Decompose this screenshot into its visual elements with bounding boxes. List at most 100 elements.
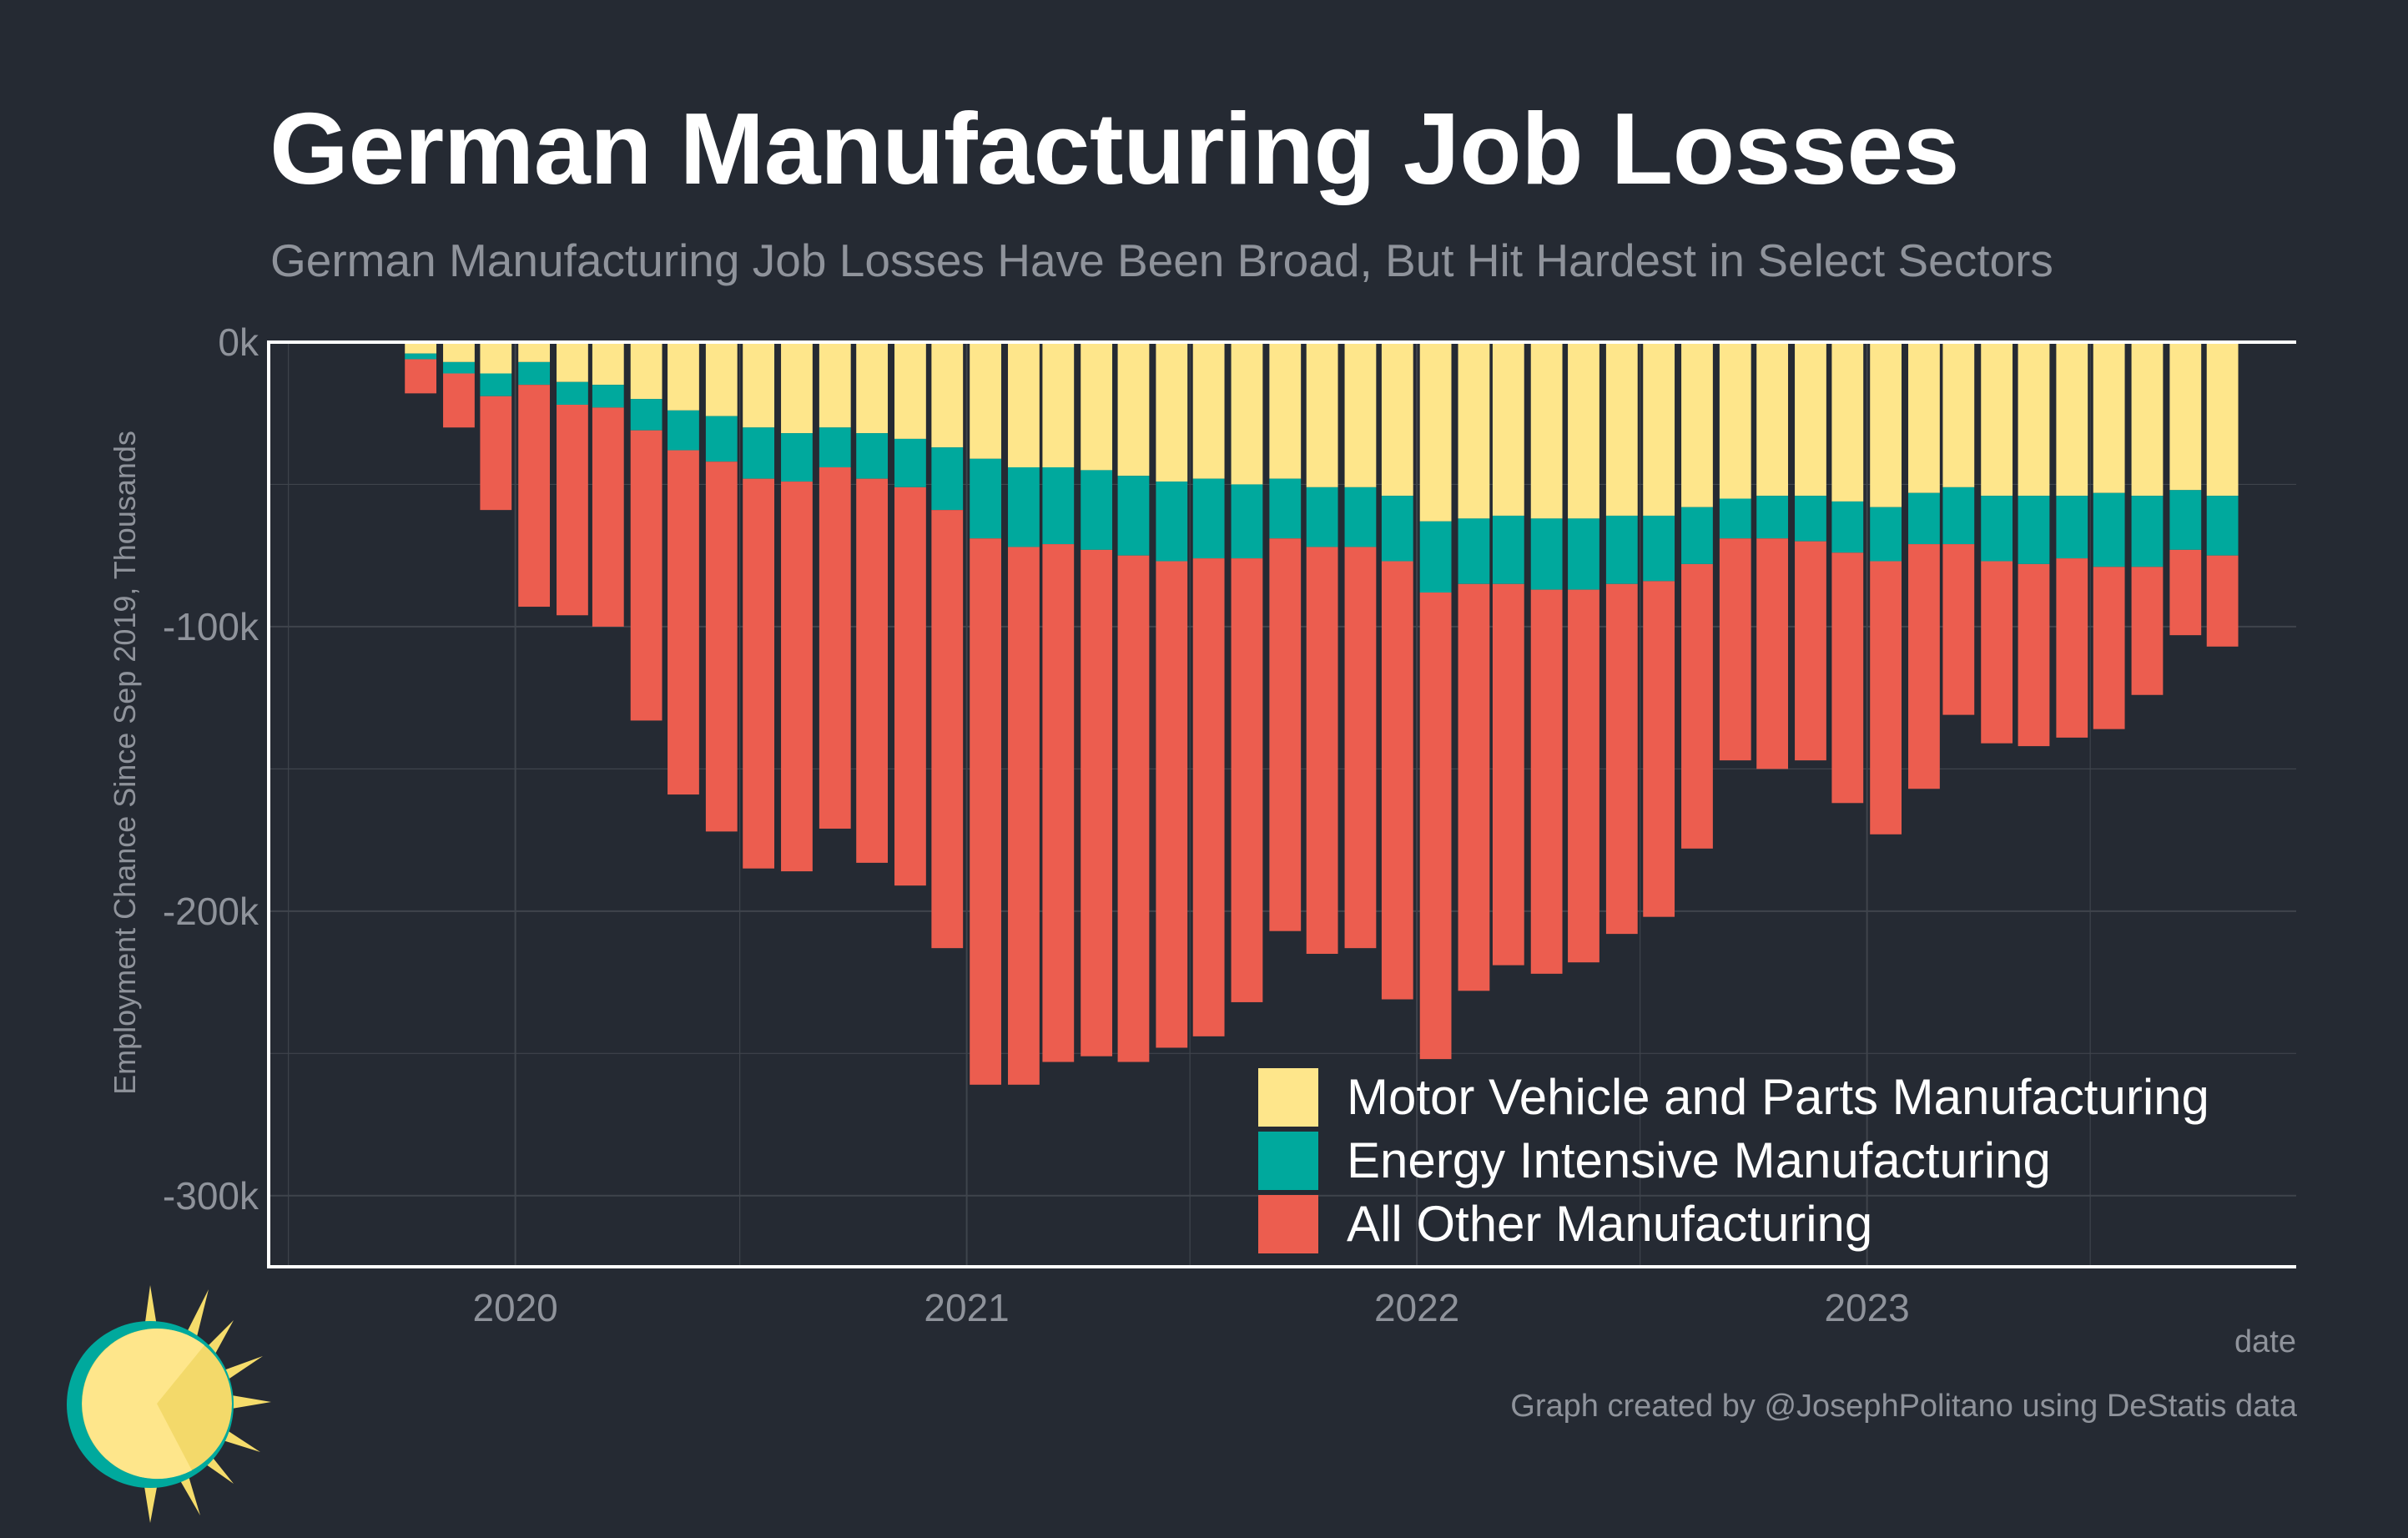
bar-segment xyxy=(667,450,699,795)
bar-segment xyxy=(1344,342,1377,487)
bar-segment xyxy=(1530,518,1563,590)
bar-segment xyxy=(856,433,889,479)
bar-segment xyxy=(970,538,1001,1085)
bar-segment xyxy=(1269,342,1302,479)
bar-segment xyxy=(1344,487,1377,547)
legend-label: All Other Manufacturing xyxy=(1347,1196,1872,1252)
bar-segment xyxy=(1568,518,1599,590)
bar-segment xyxy=(894,342,926,439)
bar-segment xyxy=(2206,555,2239,647)
bar-segment xyxy=(743,427,775,479)
bar-segment xyxy=(2169,490,2202,550)
bar-segment xyxy=(1419,521,1452,593)
bar-segment xyxy=(1719,498,1751,539)
bar-segment xyxy=(1081,549,1113,1056)
bar-segment xyxy=(1795,342,1826,497)
bar-segment xyxy=(705,342,738,416)
bar-segment xyxy=(1643,342,1675,516)
bar-segment xyxy=(1306,547,1338,954)
bar-segment xyxy=(819,342,851,428)
bar-segment xyxy=(1981,496,2013,562)
bar-segment xyxy=(1681,507,1713,564)
bar-segment xyxy=(518,361,551,386)
x-tick-label: 2020 xyxy=(472,1286,557,1329)
bar-segment xyxy=(2093,342,2125,493)
bar-segment xyxy=(743,342,775,428)
bar-segment xyxy=(1156,482,1188,562)
bar-segment xyxy=(1269,538,1302,931)
bar-segment xyxy=(1192,558,1225,1036)
y-axis-title: Employment Chance Since Sep 2019, Thousa… xyxy=(108,431,142,1095)
bar-segment xyxy=(1458,342,1490,519)
axes xyxy=(267,340,2296,1268)
bar-segment xyxy=(1719,538,1751,761)
bar-segment xyxy=(781,342,813,434)
bar-segment xyxy=(1008,467,1040,547)
bar-segment xyxy=(1981,342,2013,497)
bar-segment xyxy=(592,407,624,627)
bar-segment xyxy=(1530,342,1563,519)
bar-segment xyxy=(1419,593,1452,1060)
bar-segment xyxy=(894,438,926,487)
bar-segment xyxy=(1942,342,1975,487)
bar-segment xyxy=(1643,515,1675,582)
bar-segment xyxy=(1605,515,1638,584)
bar-segment xyxy=(2018,563,2050,747)
bar-segment xyxy=(1870,561,1902,835)
bar-segment xyxy=(705,461,738,832)
bar-segment xyxy=(557,342,588,382)
sun-logo-icon xyxy=(67,1285,271,1523)
bar-segment xyxy=(1042,342,1075,468)
bar-segment xyxy=(443,342,475,362)
source-caption: Graph created by @JosephPolitano using D… xyxy=(1510,1389,2297,1424)
bar-segment xyxy=(1008,547,1040,1085)
bar-segment xyxy=(856,478,889,863)
bar-segment xyxy=(480,396,512,511)
bar-segment xyxy=(2131,496,2164,567)
bar-segment xyxy=(2169,342,2202,491)
bar-segment xyxy=(1156,561,1188,1048)
bar-segment xyxy=(1231,342,1263,485)
bar-segment xyxy=(1381,561,1413,1000)
bar-segment xyxy=(856,342,889,434)
bar-segment xyxy=(1568,589,1599,963)
legend: Motor Vehicle and Parts Manufacturing Ene… xyxy=(1258,1068,2209,1253)
bar-segment xyxy=(405,359,437,394)
bar-segment xyxy=(2206,496,2239,556)
bar-segment xyxy=(1458,518,1490,584)
bar-segment xyxy=(518,385,551,608)
bar-segment xyxy=(1756,538,1789,769)
bar-segment xyxy=(1081,342,1113,471)
bar-segment xyxy=(630,399,662,431)
bar-segment xyxy=(1306,342,1338,487)
bar-segment xyxy=(2018,342,2050,497)
bar-segment xyxy=(931,342,964,448)
bar-segment xyxy=(480,373,512,396)
bar-segment xyxy=(1605,583,1638,935)
bar-segment xyxy=(2169,549,2202,636)
bar-segment xyxy=(1870,507,1902,562)
bar-segment xyxy=(2056,558,2088,738)
bar-segment xyxy=(1081,470,1113,550)
bar-segment xyxy=(443,373,475,428)
legend-label: Motor Vehicle and Parts Manufacturing xyxy=(1347,1069,2209,1125)
x-axis-title: date xyxy=(2234,1324,2296,1359)
bar-segment xyxy=(1756,496,1789,539)
bar-segment xyxy=(743,478,775,869)
bar-segment xyxy=(1344,547,1377,949)
y-tick-label: -300k xyxy=(163,1174,259,1218)
bar-segment xyxy=(1117,476,1150,556)
bar-segment xyxy=(1942,487,1975,545)
bar-segment xyxy=(2131,342,2164,497)
x-tick-label: 2023 xyxy=(1824,1286,1909,1329)
bar-segment xyxy=(1908,492,1940,545)
bar-segment xyxy=(1795,496,1826,542)
bar-segment xyxy=(1908,544,1940,789)
bar-segment xyxy=(2093,567,2125,729)
bar-segment xyxy=(1756,342,1789,497)
bar-segment xyxy=(480,342,512,374)
bar-segment xyxy=(1117,555,1150,1062)
legend-label: Energy Intensive Manufacturing xyxy=(1347,1132,2051,1188)
bar-segment xyxy=(1719,342,1751,499)
